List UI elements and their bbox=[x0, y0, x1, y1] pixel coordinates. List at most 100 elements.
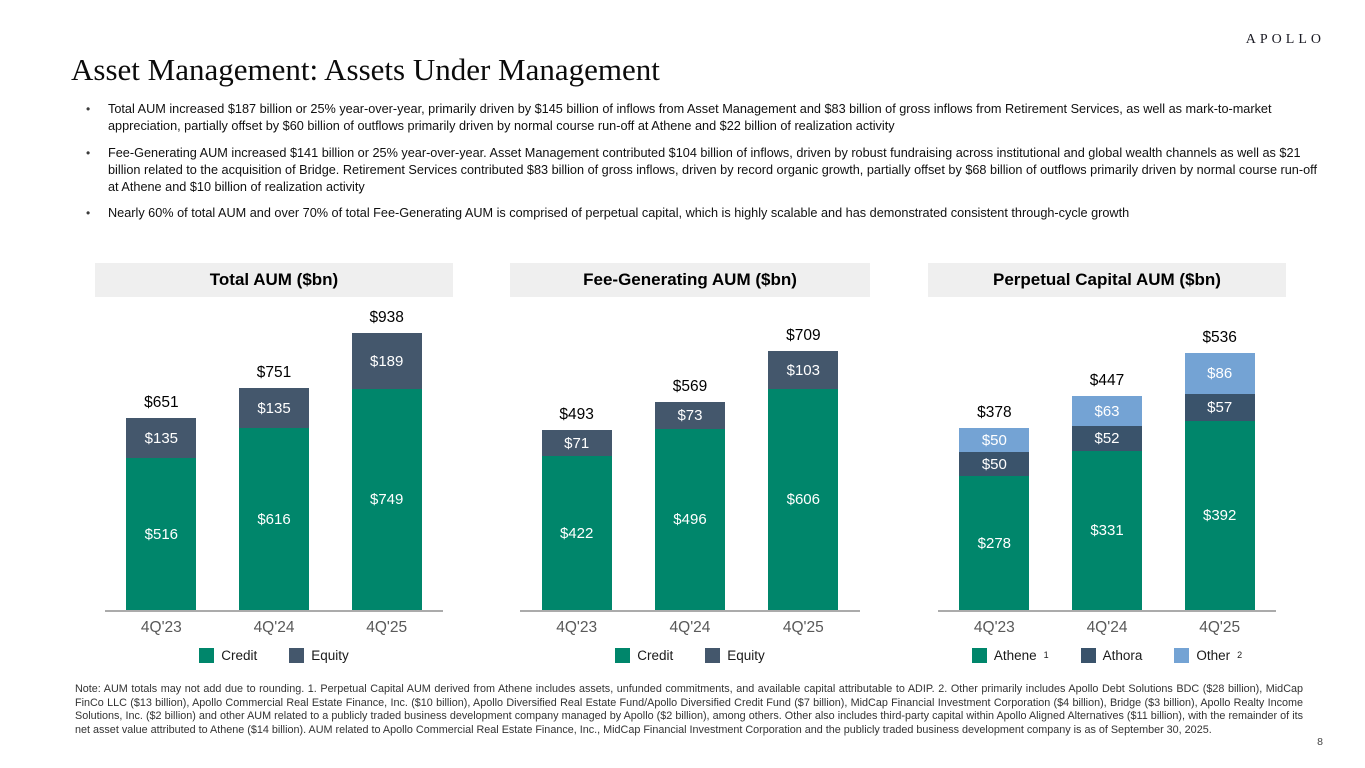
stacked-bar: $135 $616 bbox=[239, 388, 309, 610]
bar-column: $751 $135 $616 bbox=[218, 364, 331, 610]
x-axis-label: 4Q'24 bbox=[253, 619, 295, 636]
x-axis-labels: 4Q'23 4Q'24 4Q'25 bbox=[105, 619, 443, 637]
stacked-bar: $189 $749 bbox=[351, 333, 422, 610]
bar-segment-other: $63 bbox=[1072, 396, 1142, 426]
x-axis-label: 4Q'25 bbox=[782, 619, 824, 636]
bar-segment-credit: $749 bbox=[351, 389, 422, 610]
bullet-text: Total AUM increased $187 billion or 25% … bbox=[108, 102, 1272, 134]
bar-column: $651 $135 $516 bbox=[105, 394, 218, 610]
stacked-bar: $50 $50 $278 bbox=[959, 428, 1030, 610]
bar-column: $378 $50 $50 $278 bbox=[938, 404, 1051, 610]
legend-swatch-icon bbox=[1080, 648, 1096, 663]
bar-segment-credit: $616 bbox=[239, 428, 309, 610]
page-title: Asset Management: Assets Under Managemen… bbox=[71, 52, 660, 87]
bullet-text: Fee-Generating AUM increased $141 billio… bbox=[108, 145, 1317, 195]
bar-segment-equity: $73 bbox=[654, 402, 725, 429]
x-axis-label: 4Q'23 bbox=[973, 619, 1015, 636]
bar-total-label: $938 bbox=[369, 309, 404, 326]
bar-segment-equity: $71 bbox=[541, 430, 612, 456]
bar-segment-athene: $278 bbox=[959, 476, 1030, 610]
legend-label: Credit bbox=[221, 648, 258, 663]
stacked-bar: $73 $496 bbox=[654, 402, 725, 610]
bar-total-label: $378 bbox=[977, 404, 1012, 421]
stacked-bar: $135 $516 bbox=[126, 418, 197, 610]
legend-item: Athene 1 bbox=[971, 648, 1049, 663]
legend-item: Other 2 bbox=[1174, 648, 1242, 663]
bar-segment-athora: $50 bbox=[959, 452, 1030, 476]
bullet-marker: • bbox=[86, 206, 91, 221]
bar-column: $709 $103 $606 bbox=[747, 327, 860, 610]
legend-swatch-icon bbox=[615, 648, 631, 663]
legend-label: Other bbox=[1196, 648, 1231, 663]
bar-segment-athene: $392 bbox=[1184, 421, 1255, 610]
legend-footnote-ref: 1 bbox=[1043, 649, 1049, 660]
x-axis-label: 4Q'24 bbox=[669, 619, 711, 636]
chart-title: Total AUM ($bn) bbox=[95, 263, 453, 297]
page-number: 8 bbox=[1317, 736, 1323, 748]
bar-segment-athora: $57 bbox=[1184, 394, 1255, 421]
bullet-marker: • bbox=[86, 145, 91, 160]
legend-item: Equity bbox=[705, 648, 765, 663]
legend-label: Equity bbox=[727, 648, 765, 663]
legend-footnote-ref: 2 bbox=[1237, 649, 1243, 660]
x-axis-label: 4Q'23 bbox=[140, 619, 182, 636]
legend: Athene 1 Athora Other 2 bbox=[928, 648, 1286, 663]
bar-total-label: $536 bbox=[1202, 329, 1237, 346]
bar-chart-plot: $651 $135 $516 $751 $135 $616 $938 $189 $749 bbox=[105, 297, 443, 612]
bar-total-label: $751 bbox=[256, 364, 292, 381]
bar-total-label: $709 bbox=[786, 327, 821, 344]
x-axis-labels: 4Q'23 4Q'24 4Q'25 bbox=[938, 619, 1276, 637]
bar-segment-credit: $422 bbox=[541, 456, 612, 610]
legend-item: Equity bbox=[289, 648, 349, 663]
x-axis-label: 4Q'25 bbox=[1199, 619, 1241, 636]
chart-panel: Fee-Generating AUM ($bn) $493 $71 $422 $569 $… bbox=[510, 263, 870, 663]
stacked-bar: $86 $57 $392 bbox=[1184, 353, 1255, 610]
bar-column: $493 $71 $422 bbox=[520, 406, 633, 610]
chart-title: Perpetual Capital AUM ($bn) bbox=[928, 263, 1286, 297]
stacked-bar: $63 $52 $331 bbox=[1072, 396, 1142, 610]
x-axis-label: 4Q'24 bbox=[1086, 619, 1128, 636]
x-axis-labels: 4Q'23 4Q'24 4Q'25 bbox=[520, 619, 860, 637]
bar-chart-plot: $378 $50 $50 $278 $447 $63 $52 $331 $536 $86 $57 $3… bbox=[938, 297, 1276, 612]
bar-segment-equity: $103 bbox=[768, 351, 839, 389]
bullet-item: • Nearly 60% of total AUM and over 70% of… bbox=[75, 205, 1323, 222]
bar-segment-equity: $189 bbox=[351, 333, 422, 389]
legend: Credit Equity bbox=[95, 648, 453, 663]
chart-panel: Total AUM ($bn) $651 $135 $516 $751 $135 $616 $… bbox=[95, 263, 453, 663]
bar-segment-other: $86 bbox=[1184, 353, 1255, 394]
bar-segment-credit: $496 bbox=[654, 429, 725, 610]
legend-item: Credit bbox=[199, 648, 257, 663]
bullet-list: • Total AUM increased $187 billion or 25%… bbox=[75, 101, 1323, 232]
legend-label: Equity bbox=[311, 648, 349, 663]
bullet-marker: • bbox=[86, 102, 91, 116]
legend-swatch-icon bbox=[199, 648, 215, 663]
legend-label: Credit bbox=[637, 648, 674, 663]
bar-total-label: $447 bbox=[1089, 372, 1125, 389]
bar-segment-credit: $606 bbox=[768, 389, 839, 610]
stacked-bar: $71 $422 bbox=[541, 430, 612, 610]
legend-swatch-icon bbox=[705, 648, 721, 663]
legend-label: Athora bbox=[1102, 648, 1143, 663]
x-axis-label: 4Q'25 bbox=[366, 619, 408, 636]
legend-swatch-icon bbox=[289, 648, 305, 663]
bar-total-label: $651 bbox=[144, 394, 179, 411]
bar-column: $569 $73 $496 bbox=[633, 378, 746, 610]
bar-segment-other: $50 bbox=[959, 428, 1030, 452]
bar-total-label: $493 bbox=[559, 406, 594, 423]
bar-total-label: $569 bbox=[672, 378, 708, 395]
bar-segment-athora: $52 bbox=[1072, 426, 1142, 451]
bar-column: $938 $189 $749 bbox=[330, 309, 443, 610]
bar-segment-athene: $331 bbox=[1072, 451, 1142, 610]
footnote: Note: AUM totals may not add due to roun… bbox=[75, 683, 1303, 737]
legend-swatch-icon bbox=[1174, 648, 1190, 663]
bullet-item: • Fee-Generating AUM increased $141 billi… bbox=[75, 145, 1323, 197]
bar-chart-plot: $493 $71 $422 $569 $73 $496 $709 $103 $606 bbox=[520, 297, 860, 612]
legend-label: Athene bbox=[993, 648, 1037, 663]
chart-title: Fee-Generating AUM ($bn) bbox=[510, 263, 870, 297]
bullet-text: Nearly 60% of total AUM and over 70% of … bbox=[108, 206, 1130, 221]
bar-column: $447 $63 $52 $331 bbox=[1051, 372, 1164, 610]
bar-segment-credit: $516 bbox=[126, 458, 197, 610]
legend-swatch-icon bbox=[971, 648, 987, 663]
apollo-logo: APOLLO bbox=[1245, 32, 1325, 47]
bar-column: $536 $86 $57 $392 bbox=[1163, 329, 1276, 610]
